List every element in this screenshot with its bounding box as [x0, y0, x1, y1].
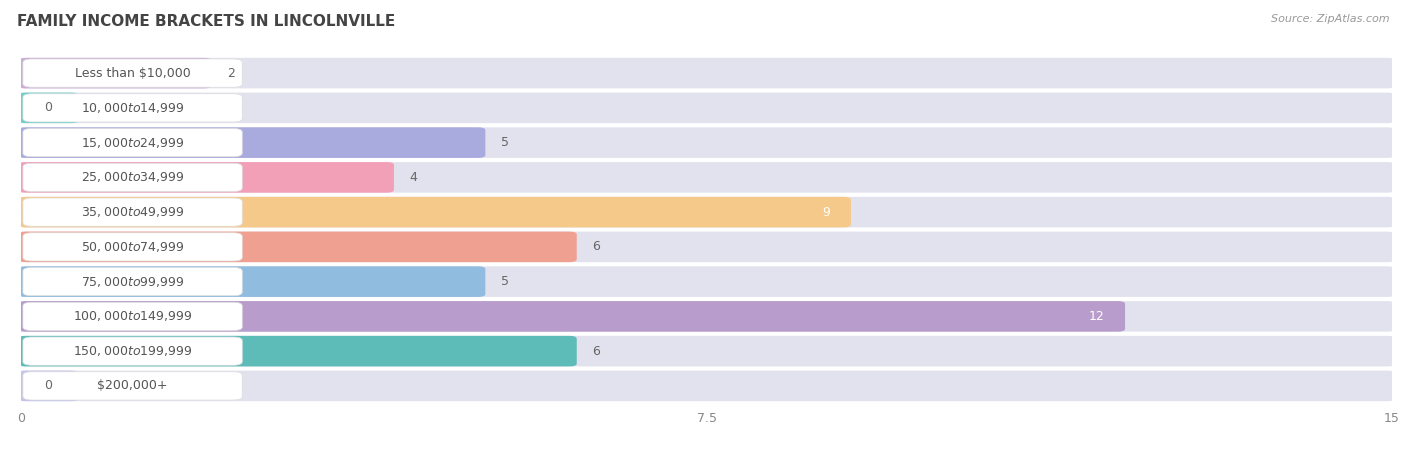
FancyBboxPatch shape: [21, 301, 1392, 332]
Text: 0: 0: [44, 379, 52, 392]
Text: $75,000 to $99,999: $75,000 to $99,999: [80, 274, 184, 288]
FancyBboxPatch shape: [18, 127, 485, 158]
FancyBboxPatch shape: [21, 58, 1392, 89]
FancyBboxPatch shape: [21, 127, 1392, 158]
Text: $25,000 to $34,999: $25,000 to $34,999: [80, 171, 184, 184]
FancyBboxPatch shape: [22, 163, 242, 192]
FancyBboxPatch shape: [18, 336, 1395, 366]
Text: 5: 5: [501, 275, 509, 288]
FancyBboxPatch shape: [18, 371, 1395, 401]
Text: 9: 9: [823, 206, 830, 219]
Text: 0: 0: [44, 101, 52, 114]
FancyBboxPatch shape: [18, 301, 1125, 332]
Text: 2: 2: [226, 67, 235, 80]
FancyBboxPatch shape: [21, 162, 1392, 193]
FancyBboxPatch shape: [18, 266, 485, 297]
FancyBboxPatch shape: [18, 232, 576, 262]
FancyBboxPatch shape: [18, 232, 1395, 262]
FancyBboxPatch shape: [18, 197, 851, 227]
Text: $15,000 to $24,999: $15,000 to $24,999: [80, 135, 184, 149]
Text: 12: 12: [1088, 310, 1104, 323]
FancyBboxPatch shape: [18, 93, 79, 123]
FancyBboxPatch shape: [18, 58, 1395, 88]
Text: Source: ZipAtlas.com: Source: ZipAtlas.com: [1271, 14, 1389, 23]
FancyBboxPatch shape: [18, 58, 211, 88]
FancyBboxPatch shape: [18, 371, 79, 401]
Text: Less than $10,000: Less than $10,000: [75, 67, 190, 80]
FancyBboxPatch shape: [18, 127, 1395, 158]
FancyBboxPatch shape: [18, 93, 1395, 123]
Text: FAMILY INCOME BRACKETS IN LINCOLNVILLE: FAMILY INCOME BRACKETS IN LINCOLNVILLE: [17, 14, 395, 28]
FancyBboxPatch shape: [21, 266, 1392, 297]
FancyBboxPatch shape: [21, 197, 1392, 228]
Text: $200,000+: $200,000+: [97, 379, 167, 392]
Text: $150,000 to $199,999: $150,000 to $199,999: [73, 344, 193, 358]
FancyBboxPatch shape: [21, 92, 1392, 123]
Text: $35,000 to $49,999: $35,000 to $49,999: [80, 205, 184, 219]
Text: 6: 6: [592, 345, 600, 358]
FancyBboxPatch shape: [22, 267, 242, 296]
FancyBboxPatch shape: [18, 197, 1395, 227]
FancyBboxPatch shape: [22, 337, 242, 365]
FancyBboxPatch shape: [22, 372, 242, 400]
FancyBboxPatch shape: [22, 302, 242, 330]
Text: 5: 5: [501, 136, 509, 149]
Text: $10,000 to $14,999: $10,000 to $14,999: [80, 101, 184, 115]
Text: $100,000 to $149,999: $100,000 to $149,999: [73, 310, 193, 324]
FancyBboxPatch shape: [22, 94, 242, 122]
FancyBboxPatch shape: [22, 233, 242, 261]
FancyBboxPatch shape: [22, 198, 242, 226]
FancyBboxPatch shape: [18, 162, 394, 193]
Text: 4: 4: [409, 171, 418, 184]
FancyBboxPatch shape: [18, 301, 1395, 332]
Text: $50,000 to $74,999: $50,000 to $74,999: [80, 240, 184, 254]
FancyBboxPatch shape: [18, 266, 1395, 297]
Text: 6: 6: [592, 240, 600, 253]
FancyBboxPatch shape: [21, 336, 1392, 367]
FancyBboxPatch shape: [21, 370, 1392, 401]
FancyBboxPatch shape: [18, 162, 1395, 193]
FancyBboxPatch shape: [21, 231, 1392, 262]
FancyBboxPatch shape: [18, 336, 576, 366]
FancyBboxPatch shape: [22, 129, 242, 157]
FancyBboxPatch shape: [22, 59, 242, 87]
